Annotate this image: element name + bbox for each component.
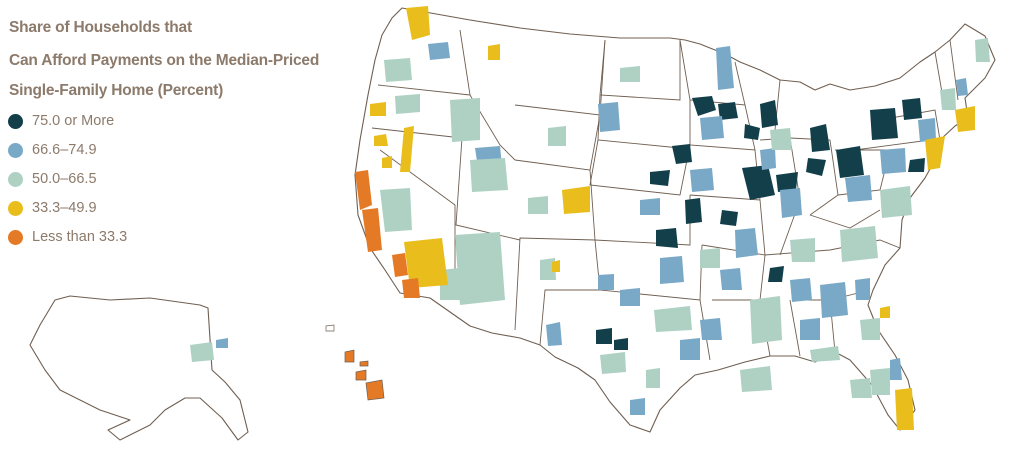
legend-swatch-less-than-33-3	[8, 229, 23, 245]
legend-item-33-3-49-9: 33.3–49.9	[8, 199, 97, 217]
legend-label-75-or-more: 75.0 or More	[32, 113, 115, 129]
legend-title-line-2: Can Afford Payments on the Median-Priced	[9, 52, 320, 69]
hawaii-island-big-island	[365, 379, 385, 401]
legend-swatch-50-66-5	[8, 171, 23, 187]
legend-swatch-33-3-49-9	[8, 200, 23, 216]
legend-label-less-than-33-3: Less than 33.3	[32, 229, 128, 245]
legend-title-line-3: Single-Family Home (Percent)	[9, 82, 224, 99]
legend-swatch-75-or-more	[8, 113, 23, 129]
legend-item-66-6-74-9: 66.6–74.9	[8, 141, 97, 159]
counties-66-6-74-9	[428, 42, 968, 415]
hawaii	[325, 324, 385, 401]
legend-item-less-than-33-3: Less than 33.3	[8, 228, 127, 246]
legend-item-50-66-5: 50.0–66.5	[8, 170, 97, 188]
legend-label-50-66-5: 50.0–66.5	[32, 171, 97, 187]
alaska-outline	[29, 295, 249, 441]
hawaii-island-kauai	[325, 324, 335, 332]
hawaii-island-molokai	[359, 360, 369, 367]
legend-title-line-1: Share of Households that	[9, 19, 192, 36]
legend-swatch-66-6-74-9	[8, 142, 23, 158]
hawaii-island-oahu	[344, 349, 355, 363]
alaska-county-66-6-74-9	[216, 338, 228, 348]
alaska-county-50-66-5	[190, 342, 214, 362]
counties-less-than-33-3	[355, 170, 420, 298]
legend-label-33-3-49-9: 33.3–49.9	[32, 200, 97, 216]
counties-33-3-49-9	[370, 6, 975, 430]
counties-75-or-more	[596, 96, 925, 350]
legend-item-75-or-more: 75.0 or More	[8, 112, 114, 130]
counties-50-66-5	[380, 38, 990, 398]
legend-label-66-6-74-9: 66.6–74.9	[32, 142, 97, 158]
hawaii-island-maui	[355, 369, 367, 381]
